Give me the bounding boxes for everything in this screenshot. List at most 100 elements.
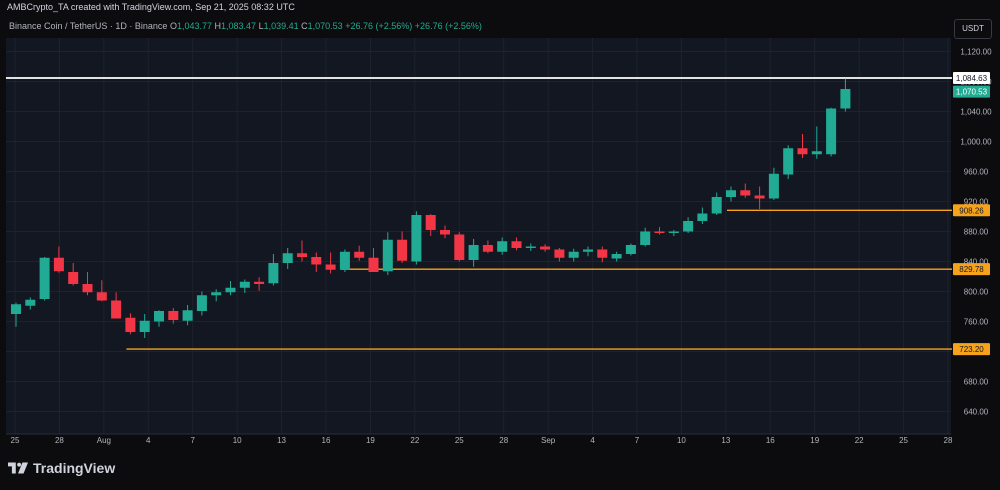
low-value: 1,039.41 — [263, 21, 299, 31]
candle — [182, 305, 193, 326]
candle — [168, 308, 179, 324]
candle — [797, 134, 808, 158]
candle — [225, 281, 236, 296]
candle-body — [25, 299, 36, 306]
price-level-tag — [953, 204, 990, 217]
candle-body — [53, 257, 64, 272]
candle-body — [397, 239, 408, 261]
candle-body — [726, 190, 736, 197]
price-level-value: 1,084.63 — [956, 74, 988, 83]
candle-body — [668, 231, 679, 233]
x-tick-label: 19 — [810, 436, 819, 445]
x-tick-label: 4 — [146, 436, 151, 445]
candle — [239, 279, 250, 293]
candle-body — [297, 253, 307, 257]
x-tick-label: 13 — [277, 436, 286, 445]
candle — [25, 297, 36, 310]
candle-body — [82, 284, 93, 293]
candle — [683, 217, 694, 233]
candle — [339, 249, 350, 272]
candle — [754, 186, 765, 209]
candle-body — [111, 300, 122, 319]
candle — [325, 252, 336, 274]
y-tick-label: 640.00 — [964, 408, 989, 417]
x-tick-label: 25 — [899, 436, 908, 445]
candle — [740, 183, 751, 198]
price-level-tag — [953, 263, 990, 276]
candle-body — [797, 148, 808, 155]
candle — [68, 263, 79, 286]
last-price-tag — [953, 85, 990, 98]
candle — [440, 225, 450, 239]
symbol-name[interactable]: Binance Coin / TetherUS · 1D · Binance — [9, 21, 168, 31]
candle-body — [325, 264, 336, 270]
price-levels — [6, 77, 952, 350]
candle — [654, 227, 665, 235]
candle-body — [654, 231, 665, 233]
candle-body — [339, 251, 350, 270]
candle — [840, 78, 851, 112]
candle-body — [640, 231, 651, 245]
high-label: H — [214, 21, 222, 31]
x-tick-label: 7 — [635, 436, 640, 445]
y-tick-label: 1,120.00 — [960, 48, 992, 57]
x-tick-label: 25 — [455, 436, 464, 445]
symbol-legend: Binance Coin / TetherUS · 1D · Binance O… — [9, 21, 482, 31]
candle — [640, 227, 651, 247]
candle — [53, 246, 64, 273]
candle-body — [382, 239, 393, 272]
x-tick-label: Aug — [97, 436, 111, 445]
x-tick-label: 28 — [499, 436, 508, 445]
price-level-value: 829.78 — [959, 265, 984, 274]
candle-body — [39, 257, 50, 299]
x-tick-label: 22 — [855, 436, 864, 445]
tradingview-logo: TradingView — [8, 460, 115, 476]
price-axis[interactable]: 640.00680.00720.00760.00800.00840.00880.… — [960, 48, 992, 417]
candle — [154, 310, 164, 327]
candle — [425, 214, 436, 236]
candle-body — [239, 281, 250, 288]
candle — [111, 292, 122, 319]
candle — [196, 291, 207, 316]
candle — [826, 107, 837, 157]
open-label: O — [169, 21, 177, 31]
candle — [39, 257, 50, 301]
y-tick-label: 800.00 — [964, 288, 989, 297]
candle-body — [68, 272, 79, 284]
candle — [468, 239, 479, 267]
currency-button[interactable]: USDT — [954, 19, 992, 39]
candle — [311, 252, 322, 272]
candle — [397, 231, 408, 263]
chart-attribution: AMBCrypto_TA created with TradingView.co… — [7, 2, 295, 12]
candle-body — [440, 230, 450, 235]
x-tick-label: 19 — [366, 436, 375, 445]
candle — [554, 248, 565, 262]
candle-body — [611, 254, 622, 259]
candle — [525, 243, 536, 251]
candle-body — [425, 215, 436, 230]
candle-body — [525, 246, 536, 248]
candle-body — [497, 241, 508, 252]
candle-body — [683, 221, 694, 232]
price-level-tag — [953, 72, 990, 85]
close-value: 1,070.53 — [307, 21, 343, 31]
candle-body — [168, 311, 179, 320]
candle — [497, 237, 508, 255]
candle — [411, 211, 422, 265]
candle-body — [811, 151, 822, 155]
candle — [368, 248, 379, 272]
grid-lines — [6, 38, 951, 435]
x-tick-label: 13 — [721, 436, 730, 445]
candle-body — [482, 245, 493, 252]
x-tick-label: 28 — [944, 436, 953, 445]
candle-body — [540, 246, 551, 250]
candle-body — [211, 292, 222, 296]
last-price-value: 1,070.53 — [956, 88, 988, 97]
x-tick-label: 16 — [766, 436, 775, 445]
tradingview-logo-icon — [8, 462, 28, 474]
x-tick-label: 4 — [590, 436, 595, 445]
candle — [711, 192, 722, 215]
time-axis[interactable]: 25 28 Aug 4 7 10 13 16 19 22 25 28 Sep 4 7 10 13 16 19 22 25… — [11, 436, 953, 445]
candle-body — [139, 320, 150, 332]
